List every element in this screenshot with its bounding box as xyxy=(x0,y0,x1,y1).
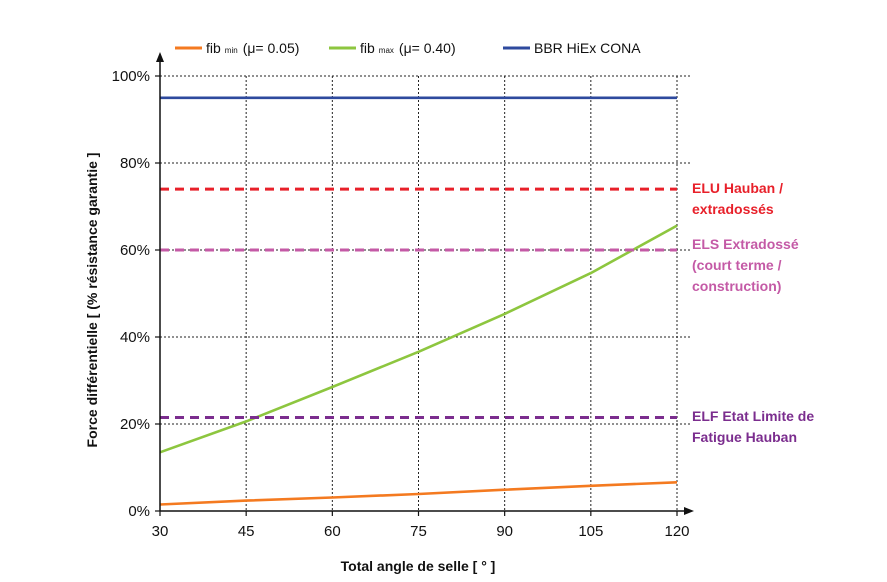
legend-label: BBR HiEx CONA xyxy=(534,40,641,56)
legend-label: fib max (μ= 0.40) xyxy=(360,40,456,56)
y-tick-label: 40% xyxy=(120,329,150,346)
y-tick-label: 0% xyxy=(128,503,150,520)
annotation-label: ELS Extradossé xyxy=(692,236,799,252)
grid-layer xyxy=(160,75,690,511)
x-tick-label: 105 xyxy=(578,523,603,540)
x-tick-label: 30 xyxy=(152,523,169,540)
x-tick-label: 75 xyxy=(410,523,427,540)
legend-label: fib min (μ= 0.05) xyxy=(206,40,299,56)
annotation-label: construction) xyxy=(692,278,781,294)
y-tick-label: 60% xyxy=(120,242,150,259)
annotation-label: Fatigue Hauban xyxy=(692,429,797,445)
axes-layer: 30 45 60 75 90 105 120 0% 20% 40% 60% 80% 100% xyxy=(112,52,694,540)
x-tick-label: 90 xyxy=(496,523,513,540)
series-line xyxy=(159,481,678,506)
x-tick-label: 60 xyxy=(324,523,341,540)
annotation-label: extradossés xyxy=(692,201,774,217)
y-axis-arrow xyxy=(156,52,164,62)
annotations: ELU Hauban / extradossés ELS Extradossé (co… xyxy=(692,180,814,445)
x-axis-title: Total angle de selle [ ° ] xyxy=(341,558,496,574)
series-line xyxy=(159,224,678,454)
annotation-label: ELF Etat Limite de xyxy=(692,408,814,424)
annotation-label: ELU Hauban / xyxy=(692,180,783,196)
y-tick-label: 100% xyxy=(112,68,150,85)
x-axis-arrow xyxy=(684,507,694,515)
y-tick-label: 20% xyxy=(120,416,150,433)
x-tick-label: 120 xyxy=(664,523,689,540)
series-layer xyxy=(159,96,678,506)
legend: fib min (μ= 0.05) fib max (μ= 0.40) BBR HiEx C… xyxy=(175,40,641,56)
x-tick-label: 45 xyxy=(238,523,255,540)
y-axis-title: Force différentielle [ (% résistance gar… xyxy=(84,153,100,448)
y-tick-label: 80% xyxy=(120,155,150,172)
annotation-label: (court terme / xyxy=(692,257,782,273)
